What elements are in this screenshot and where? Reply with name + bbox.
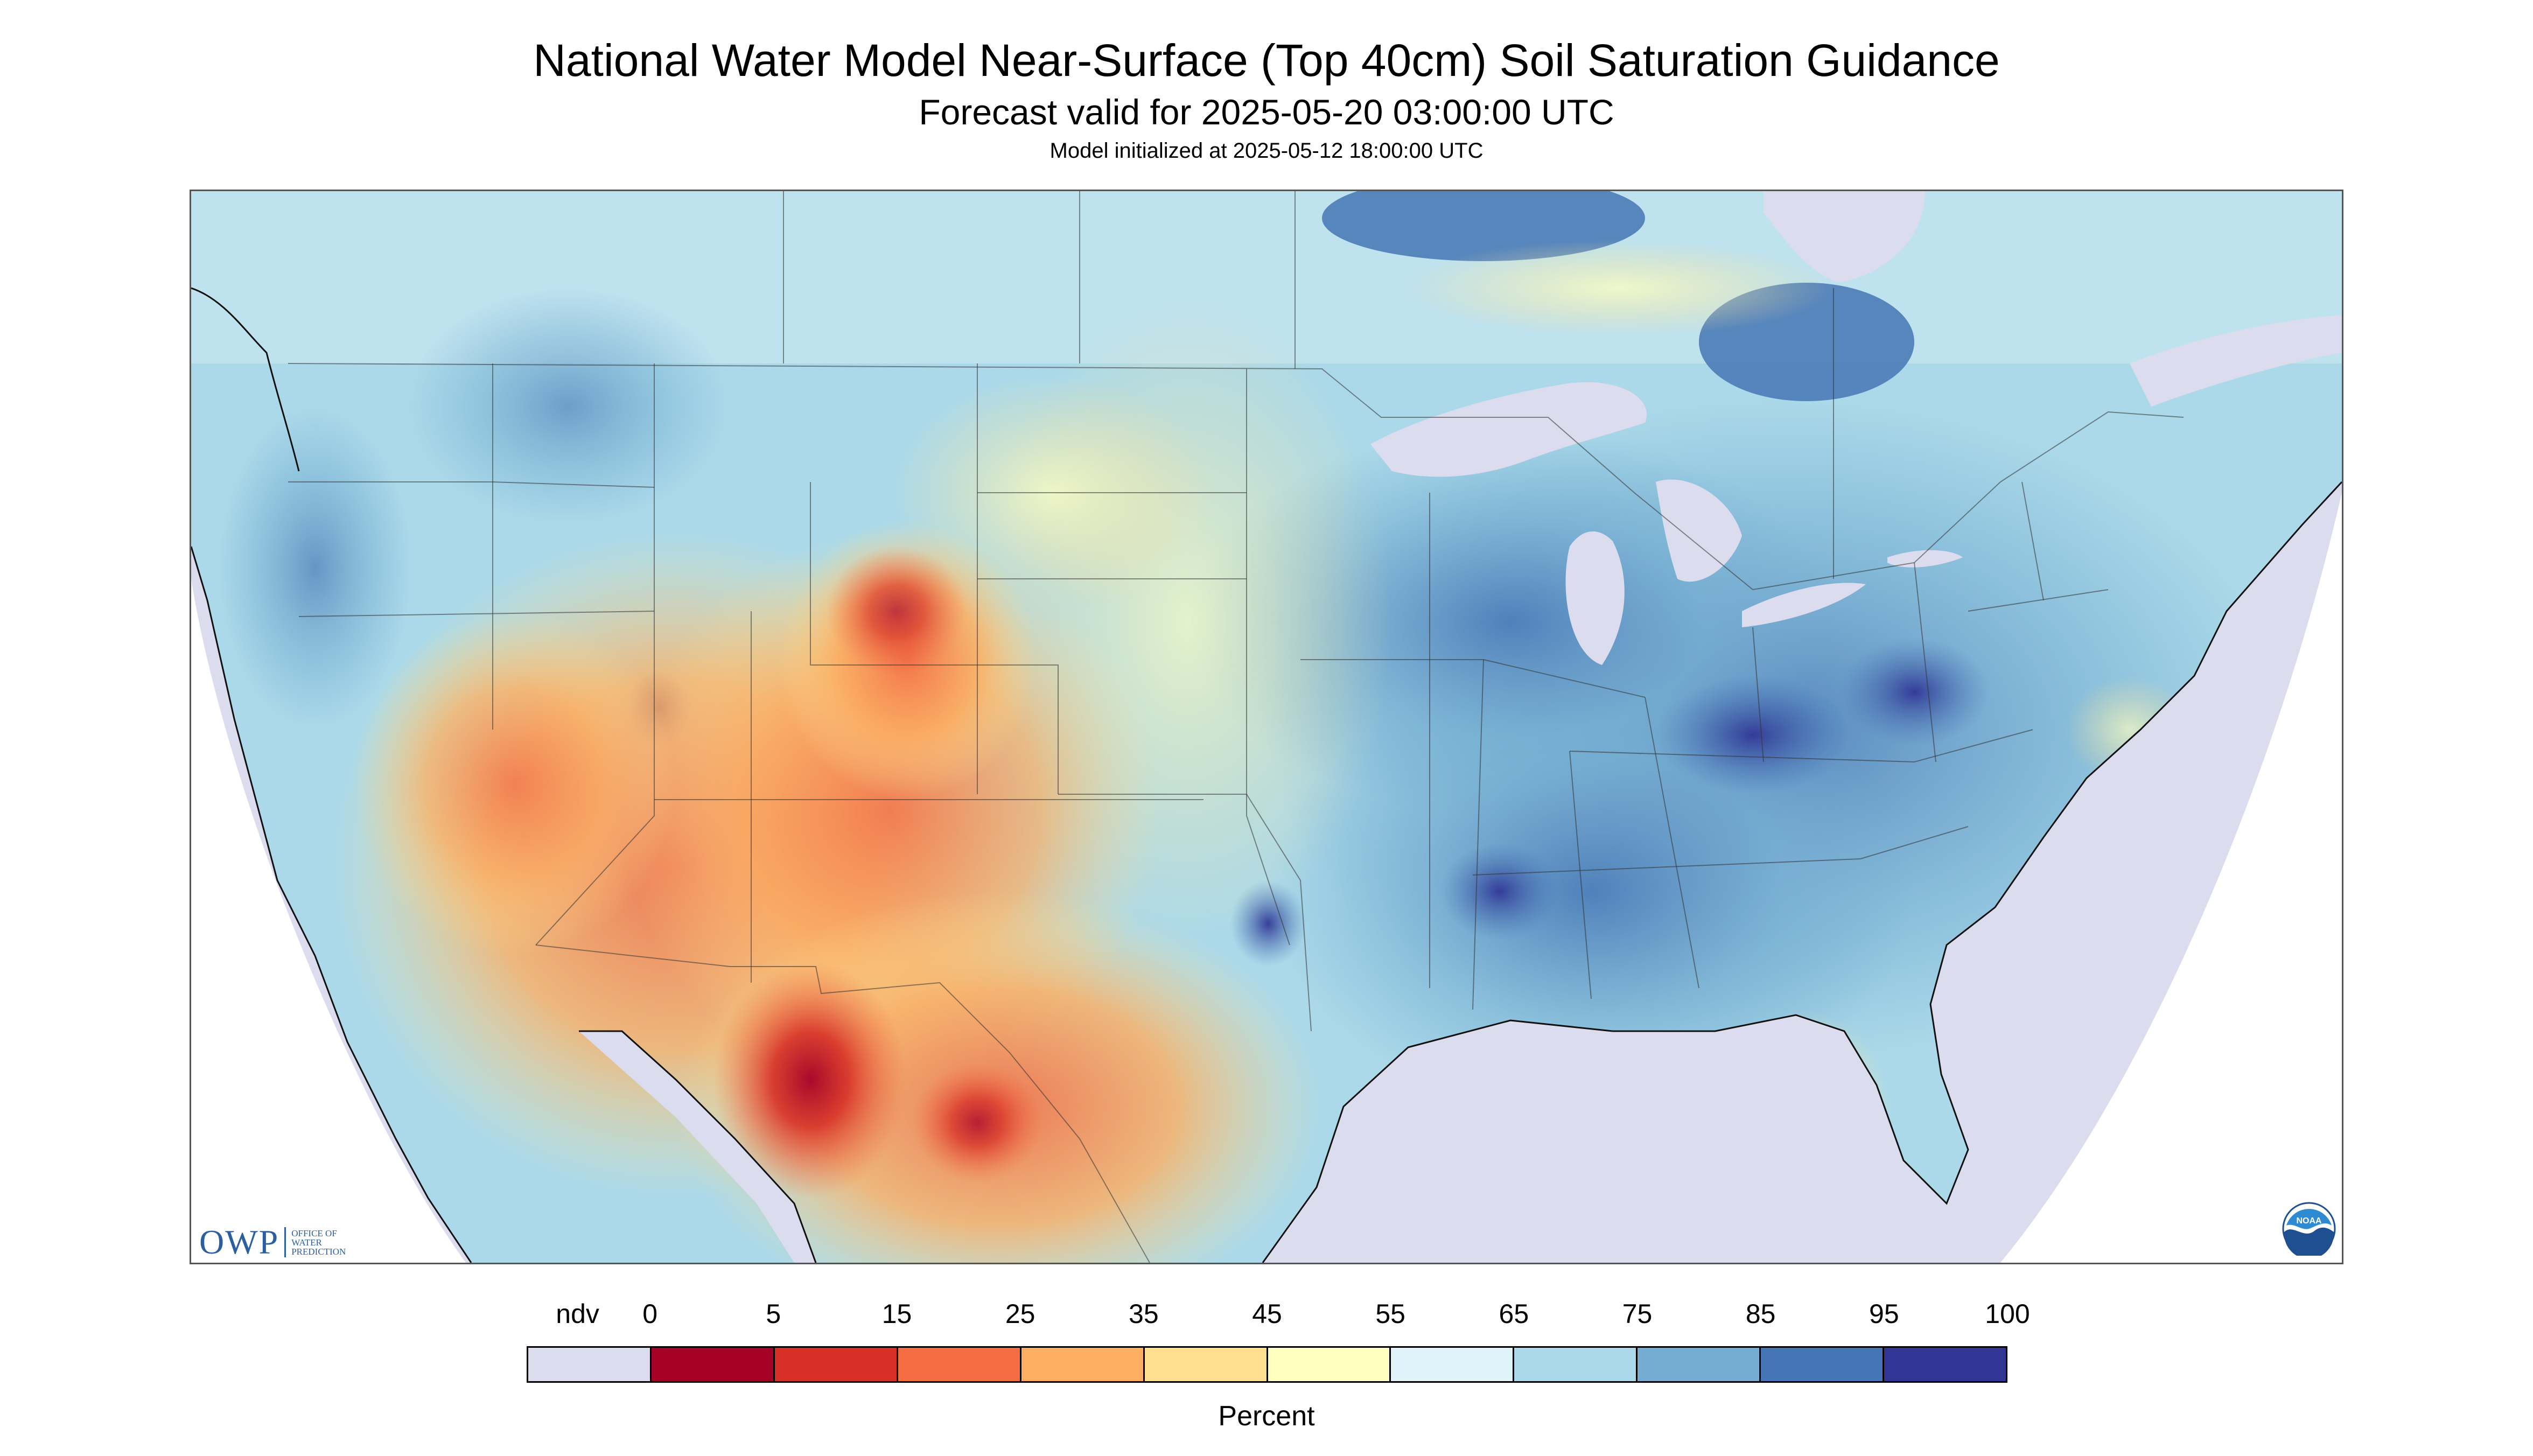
map-frame (190, 190, 2343, 1264)
owp-logo-mark: OWP (199, 1223, 279, 1261)
legend-swatch-7 (1391, 1348, 1515, 1381)
owp-logo-line-1: OFFICE OF (291, 1228, 337, 1238)
water-bodies (1370, 191, 2342, 665)
lake-superior (1370, 382, 1647, 477)
legend-swatch-10 (1761, 1348, 1885, 1381)
legend-swatch-8 (1514, 1348, 1638, 1381)
legend-tick-labels: ndv 0 5 15 25 35 45 55 65 75 85 95 100 (0, 1298, 2533, 1335)
legend-tick-11: 95 (1869, 1299, 1899, 1329)
soil-saturation-map (191, 191, 2342, 1263)
legend-tick-7: 55 (1375, 1299, 1405, 1329)
political-boundaries (288, 191, 2184, 1263)
lake-erie (1742, 583, 1866, 627)
legend-tick-6: 45 (1252, 1299, 1282, 1329)
lake-ontario (1887, 550, 1963, 568)
legend-tick-12: 100 (1985, 1299, 2030, 1329)
legend-swatch-5 (1144, 1348, 1268, 1381)
legend-tick-3: 15 (881, 1299, 912, 1329)
legend-tick-8: 65 (1499, 1299, 1529, 1329)
owp-logo-text: OFFICE OF WATER PREDICTION (291, 1229, 346, 1256)
owp-logo-line-2: WATER (291, 1237, 322, 1248)
owp-logo-divider (284, 1227, 286, 1257)
legend-swatch-1 (651, 1348, 775, 1381)
legend-swatch-0 (528, 1348, 652, 1381)
map-title: National Water Model Near-Surface (Top 4… (533, 35, 2000, 86)
legend-swatch-6 (1268, 1348, 1391, 1381)
st-lawrence-gulf (2130, 315, 2342, 407)
legend-tick-1: 0 (642, 1299, 658, 1329)
legend-tick-5: 35 (1129, 1299, 1159, 1329)
legend-colorbar (527, 1346, 2007, 1383)
owp-logo: OWP OFFICE OF WATER PREDICTION (199, 1222, 346, 1262)
coastlines (191, 287, 2342, 1263)
legend-swatch-4 (1021, 1348, 1145, 1381)
legend-tick-2: 5 (766, 1299, 781, 1329)
noaa-logo-text: NOAA (2296, 1216, 2322, 1226)
legend-tick-4: 25 (1005, 1299, 1035, 1329)
legend-tick-10: 85 (1745, 1299, 1776, 1329)
projection-edge-left (191, 579, 466, 1263)
model-init-line: Model initialized at 2025-05-12 18:00:00… (1049, 139, 1484, 163)
lake-huron (1656, 479, 1742, 582)
lake-michigan (1565, 531, 1625, 665)
legend-swatch-11 (1884, 1348, 2006, 1381)
hudson-bay (1764, 191, 1925, 283)
projection-edge-right (2000, 493, 2342, 1263)
owp-logo-line-3: PREDICTION (291, 1246, 346, 1257)
legend-swatch-2 (774, 1348, 898, 1381)
legend-tick-9: 75 (1622, 1299, 1653, 1329)
legend-unit-label: Percent (1218, 1401, 1315, 1432)
legend-swatch-3 (898, 1348, 1021, 1381)
forecast-valid-subtitle: Forecast valid for 2025-05-20 03:00:00 U… (919, 92, 1614, 132)
legend-swatch-9 (1638, 1348, 1761, 1381)
legend-tick-0: ndv (556, 1299, 599, 1329)
noaa-logo: NOAA (2282, 1202, 2336, 1256)
